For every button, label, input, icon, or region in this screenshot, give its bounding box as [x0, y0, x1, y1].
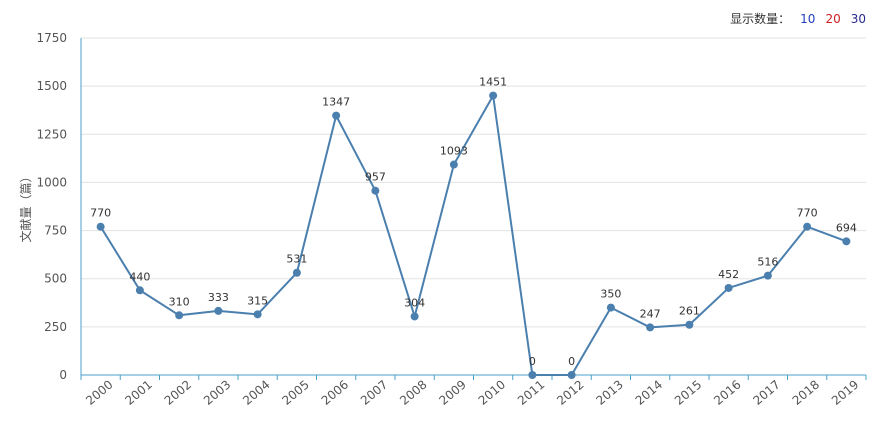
y-tick-label: 1750 — [36, 31, 67, 45]
x-tick-label: 2014 — [633, 377, 665, 407]
x-tick-label: 2013 — [593, 377, 625, 407]
axes — [80, 38, 867, 380]
data-label: 310 — [169, 295, 190, 308]
data-labels: 770 440 310 333 315 531 1347 957 304 1093 1451 0 0 35… — [90, 76, 857, 368]
data-point[interactable] — [646, 323, 655, 332]
y-tick-label: 1250 — [36, 127, 67, 141]
y-tick-label: 0 — [59, 368, 67, 382]
data-point[interactable] — [842, 237, 851, 246]
x-tick-label: 2015 — [672, 377, 704, 407]
x-tick-label: 2019 — [829, 377, 861, 407]
x-tick-label: 2005 — [279, 377, 311, 407]
x-tick-label: 2009 — [436, 377, 468, 407]
x-tick-label: 2011 — [515, 377, 547, 407]
y-tick-label: 750 — [44, 224, 67, 238]
data-label: 261 — [679, 305, 700, 318]
series — [96, 91, 851, 379]
y-tick-label: 1500 — [36, 79, 67, 93]
x-tick-label: 2012 — [554, 377, 586, 407]
data-point[interactable] — [803, 222, 812, 231]
data-point[interactable] — [175, 311, 184, 320]
data-label: 440 — [129, 270, 150, 283]
y-axis-label: 文献量（篇） — [18, 170, 33, 242]
data-label: 333 — [208, 291, 229, 304]
y-tick-label: 1000 — [36, 175, 67, 189]
x-tick-label: 2001 — [122, 377, 154, 407]
data-label: 957 — [365, 171, 386, 184]
x-tick-label: 2006 — [319, 377, 351, 407]
data-label: 247 — [640, 307, 661, 320]
data-point[interactable] — [96, 222, 105, 231]
data-point[interactable] — [724, 283, 733, 292]
x-tick-label: 2010 — [476, 377, 508, 407]
data-label: 770 — [797, 207, 818, 220]
display-count-option-30[interactable]: 30 — [850, 11, 866, 26]
data-label: 350 — [600, 288, 621, 301]
data-point[interactable] — [567, 371, 576, 379]
data-point[interactable] — [253, 310, 262, 319]
x-tick-labels: 2000 2001 2002 2003 2004 2005 2006 2007 2008 2009… — [83, 377, 861, 407]
y-tick-label: 500 — [44, 272, 67, 286]
data-label: 0 — [529, 355, 536, 368]
data-label: 531 — [286, 253, 307, 266]
data-label: 694 — [836, 221, 857, 234]
data-label: 770 — [90, 207, 111, 220]
data-label: 516 — [757, 256, 778, 269]
data-label: 315 — [247, 294, 268, 307]
x-tick-label: 2017 — [750, 377, 782, 407]
data-point[interactable] — [685, 320, 694, 329]
data-point[interactable] — [371, 186, 380, 195]
series-line — [99, 94, 847, 376]
x-tick-label: 2008 — [397, 377, 429, 407]
display-count-selector: 显示数量： 10 20 30 — [730, 10, 866, 27]
data-point[interactable] — [410, 312, 419, 321]
display-count-option-20[interactable]: 20 — [825, 11, 841, 26]
data-label: 1451 — [479, 76, 507, 89]
y-tick-labels: 0 250 500 750 1000 1250 1500 1750 — [36, 31, 67, 382]
data-point[interactable] — [292, 268, 301, 277]
x-tick-label: 2004 — [240, 377, 272, 407]
data-label: 1347 — [322, 96, 350, 109]
data-point[interactable] — [606, 303, 615, 312]
data-point[interactable] — [763, 271, 772, 280]
y-tick-label: 250 — [44, 320, 67, 334]
x-tick-label: 2000 — [83, 377, 115, 407]
x-tick-label: 2016 — [711, 377, 743, 407]
data-point[interactable] — [214, 306, 223, 315]
data-label: 1093 — [440, 145, 468, 158]
data-point[interactable] — [135, 286, 144, 295]
data-label: 304 — [404, 296, 425, 309]
data-point[interactable] — [528, 371, 537, 379]
x-tick-label: 2003 — [201, 377, 233, 407]
data-point[interactable] — [489, 91, 498, 100]
data-label: 0 — [568, 355, 575, 368]
display-count-option-10[interactable]: 10 — [800, 11, 816, 26]
data-point[interactable] — [449, 160, 458, 169]
data-point[interactable] — [332, 111, 341, 120]
x-tick-label: 2018 — [790, 377, 822, 407]
display-count-label: 显示数量： — [730, 12, 791, 26]
x-tick-label: 2002 — [162, 377, 194, 407]
data-label: 452 — [718, 268, 739, 281]
grid-lines — [81, 37, 866, 328]
x-tick-label: 2007 — [358, 377, 390, 407]
